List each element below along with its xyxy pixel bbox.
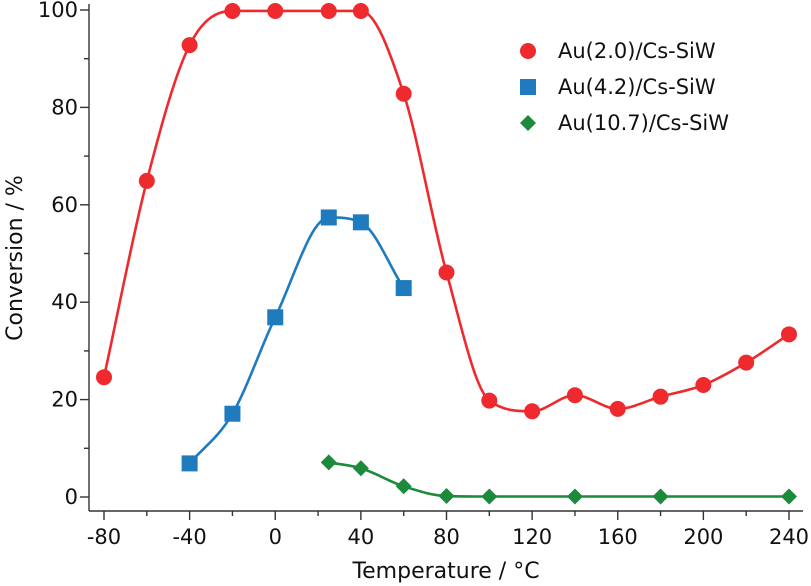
fit-curve-series-2: [188, 216, 405, 465]
data-point-series-1: [224, 2, 241, 19]
legend-label-series-1: Au(2.0)/Cs-SiW: [558, 39, 716, 63]
data-point-series-1: [320, 2, 337, 19]
data-point-series-3: [652, 488, 669, 505]
data-point-series-1: [395, 85, 412, 102]
data-point-series-1: [438, 264, 455, 281]
data-point-series-2: [320, 209, 337, 226]
data-point-series-1: [566, 387, 583, 404]
y-tick-label: 80: [51, 95, 78, 119]
data-point-series-1: [267, 2, 284, 19]
data-point-series-1: [738, 354, 755, 371]
data-point-series-1: [138, 172, 155, 189]
data-point-series-3: [438, 488, 455, 505]
y-axis-title: Conversion / %: [3, 175, 28, 341]
data-point-series-1: [781, 326, 797, 343]
legend-marker-series-1: [520, 43, 536, 59]
y-tick-label: 0: [65, 485, 78, 509]
y-tick-label: 40: [51, 290, 78, 314]
x-tick-label: 240: [769, 525, 809, 549]
y-tick-label: 100: [38, 0, 78, 22]
legend-label-series-3: Au(10.7)/Cs-SiW: [558, 111, 729, 135]
x-tick-label: 40: [348, 525, 375, 549]
legend: Au(2.0)/Cs-SiW Au(4.2)/Cs-SiW Au(10.7)/Cs-…: [520, 39, 729, 135]
y-tick-label: 20: [51, 388, 78, 412]
x-tick-label: 120: [512, 525, 552, 549]
data-point-series-1: [352, 2, 369, 19]
x-tick-label: 160: [598, 525, 638, 549]
data-point-series-1: [481, 392, 498, 409]
x-tick-label: 80: [433, 525, 460, 549]
legend-label-series-2: Au(4.2)/Cs-SiW: [558, 75, 716, 99]
data-point-series-3: [566, 488, 583, 505]
data-point-series-3: [395, 478, 412, 495]
x-tick-label: 200: [683, 525, 723, 549]
legend-marker-series-2: [520, 79, 536, 95]
data-point-series-2: [181, 455, 198, 472]
data-point-series-3: [352, 460, 369, 477]
data-point-series-3: [320, 454, 337, 471]
x-tick-label: -40: [172, 525, 206, 549]
x-tick-label: 0: [269, 525, 282, 549]
data-point-series-1: [695, 376, 712, 393]
data-point-series-1: [181, 37, 198, 54]
x-axis-title: Temperature / °C: [351, 559, 539, 584]
data-point-series-3: [481, 488, 498, 505]
data-point-series-2: [267, 309, 284, 326]
data-point-series-1: [652, 388, 669, 405]
data-point-series-2: [352, 214, 369, 231]
data-point-series-2: [224, 405, 241, 422]
data-point-series-1: [609, 400, 626, 417]
data-points: [96, 2, 797, 505]
data-point-series-3: [781, 488, 797, 505]
data-point-series-1: [524, 403, 541, 420]
ticks: [80, 9, 790, 520]
y-tick-label: 60: [51, 193, 78, 217]
fit-curve-series-1: [102, 9, 790, 413]
tick-labels: -80 -40 0 40 80 120 160 200 240 0 20 40 60 80 100: [38, 0, 809, 549]
data-point-series-2: [395, 280, 412, 297]
data-point-series-1: [96, 369, 112, 386]
x-tick-label: -80: [87, 525, 121, 549]
fit-curve-series-3: [328, 461, 789, 498]
legend-marker-series-3: [520, 115, 536, 131]
